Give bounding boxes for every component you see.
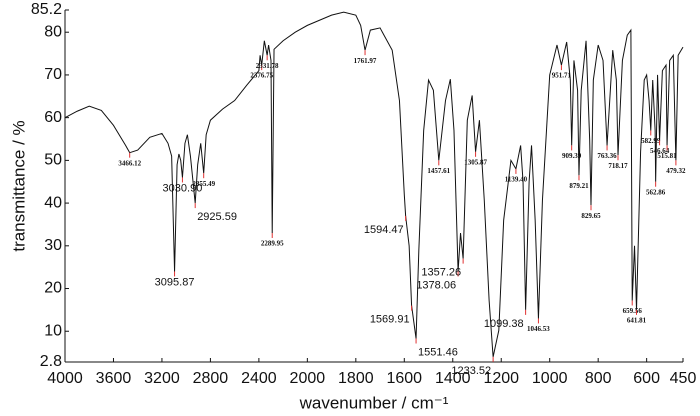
y-tick-label: 50 [44,152,62,169]
x-tick-label: 600 [633,370,660,387]
x-tick-label: 2800 [193,370,229,387]
peak-label: 659.56 [623,307,643,315]
peak-label: 1357.26 [421,267,461,279]
y-tick-label: 10 [44,322,62,339]
y-tick-label: 20 [44,280,62,297]
peak-label: 2289.95 [261,240,284,248]
y-axis-title: transmittance / % [9,120,28,251]
peak-label: 718.17 [608,162,628,170]
peak-label: 1233.52 [451,365,491,377]
peak-label: 3466.12 [118,159,141,167]
peak-label: 763.36 [597,152,617,160]
x-tick-label: 1600 [386,370,422,387]
peak-label: 546.64 [650,147,670,155]
peak-label: 2331.78 [256,62,279,70]
x-tick-label: 450 [670,370,697,387]
x-tick-label: 1000 [532,370,568,387]
peak-label: 829.65 [581,212,601,220]
x-tick-label: 2400 [241,370,277,387]
y-tick-label: 30 [44,237,62,254]
peak-label: 641.81 [627,316,647,324]
peak-label: 582.99 [641,137,661,145]
peak-label: 3030.90 [163,182,203,194]
peak-label: 909.39 [562,152,582,160]
peak-label: 2376.75 [250,72,273,80]
x-tick-label: 1400 [435,370,471,387]
peak-label: 1551.46 [418,346,458,358]
y-tick-label: 80 [44,23,62,40]
x-tick-label: 4000 [47,370,83,387]
y-tick-label: 85.2 [31,1,62,18]
y-tick-label: 60 [44,109,62,126]
peak-label: 2925.59 [197,211,237,223]
peak-label: 1139.40 [505,176,528,184]
peak-label: 879.21 [569,182,589,190]
peak-label: 2855.49 [192,180,215,188]
peak-label: 951.71 [552,72,572,80]
peak-label: 1594.47 [364,224,404,236]
spectrum-line [64,11,684,357]
peak-label: 1099.38 [484,318,524,330]
peak-label: 562.86 [646,188,666,196]
peak-label: 1378.06 [416,279,456,291]
peak-label: 1761.97 [354,57,377,65]
x-tick-label: 3600 [96,370,132,387]
peak-label: 1305.87 [464,158,487,166]
peak-label: 515.81 [657,152,677,160]
x-tick-label: 1200 [483,370,519,387]
y-tick-label: 40 [44,194,62,211]
y-tick-label: 2.8 [40,353,62,370]
x-tick-label: 1800 [338,370,374,387]
peak-label: 1457.61 [427,167,450,175]
peak-label: 1046.53 [527,325,550,333]
x-tick-label: 3200 [144,370,180,387]
peak-label: 1569.91 [370,314,410,326]
peak-label: 479.32 [666,167,686,175]
x-tick-label: 2000 [290,370,326,387]
x-axis-title: wavenumber / cm⁻¹ [299,393,449,412]
x-tick-label: 800 [585,370,612,387]
peak-label: 3095.87 [155,276,195,288]
y-tick-label: 70 [44,66,62,83]
